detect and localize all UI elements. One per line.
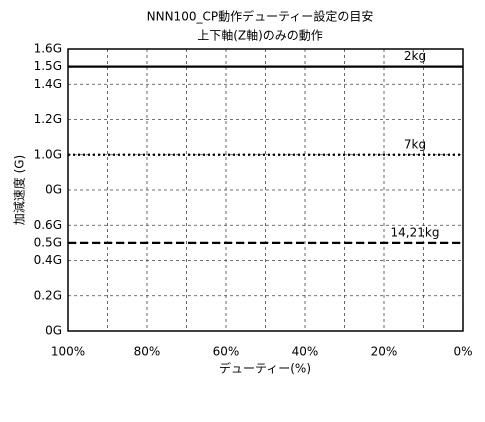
chart-title: NNN100_CP動作デューティー設定の目安	[147, 9, 374, 24]
y-tick-label: 0.2G	[34, 288, 62, 302]
series-label: 7kg	[404, 137, 426, 151]
plot-frame	[67, 48, 464, 332]
x-tick-label: 0%	[453, 345, 472, 359]
y-axis-label: 加減速度 (G)	[12, 155, 27, 225]
y-tick-label: 0.4G	[34, 253, 62, 267]
y-tick-label: 1.0G	[34, 147, 62, 161]
x-tick-label: 40%	[292, 345, 319, 359]
y-tick-label: 1.6G	[34, 42, 62, 56]
x-tick-label: 80%	[134, 345, 161, 359]
series-label: 14,21kg	[391, 225, 440, 239]
y-tick-label: 0G	[45, 183, 62, 197]
x-tick-label: 100%	[51, 345, 85, 359]
y-tick-label: 0G	[45, 324, 62, 338]
x-tick-label: 20%	[371, 345, 398, 359]
y-tick-label: 1.5G	[34, 59, 62, 73]
x-tick-label: 60%	[213, 345, 240, 359]
y-tick-label: 1.2G	[34, 112, 62, 126]
y-tick-label: 0.5G	[34, 235, 62, 249]
series-label: 2kg	[404, 49, 426, 63]
y-tick-label: 0.6G	[34, 218, 62, 232]
y-tick-label: 1.4G	[34, 77, 62, 91]
x-axis-label: デューティー(%)	[219, 361, 311, 376]
chart-subtitle: 上下軸(Z軸)のみの動作	[197, 29, 323, 43]
